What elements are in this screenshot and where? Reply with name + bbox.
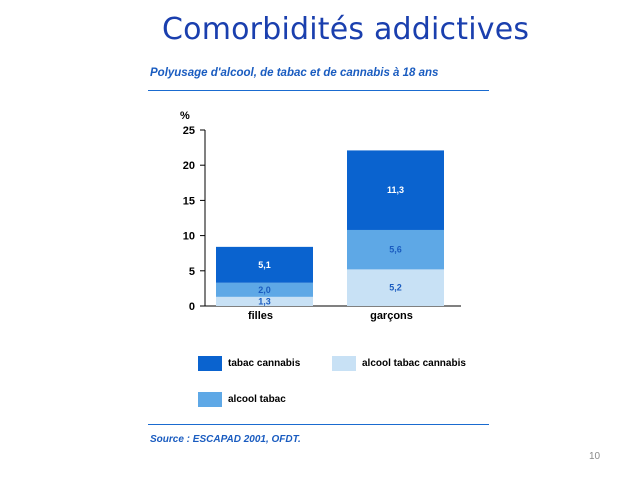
chart-bars xyxy=(216,150,444,306)
bar-segment-tabac-cannabis-0 xyxy=(216,246,313,283)
title-divider xyxy=(148,90,489,91)
legend-swatch-alcool-tabac xyxy=(198,392,222,407)
bar-segment-alcool-tabac-cannabis-0 xyxy=(216,296,313,306)
category-label: filles xyxy=(248,310,273,322)
y-tick-label: 10 xyxy=(183,231,195,243)
slide-title: Comorbidités addictives xyxy=(162,12,530,47)
legend-label: tabac cannabis xyxy=(228,358,301,369)
data-label: 1,3 xyxy=(258,296,271,306)
data-label: 5,2 xyxy=(389,283,402,293)
chart-title: Polyusage d'alcool, de tabac et de canna… xyxy=(150,67,439,79)
data-label: 5,1 xyxy=(258,260,271,270)
data-label: 2,0 xyxy=(258,285,271,295)
bar-segment-alcool-tabac-0 xyxy=(216,282,313,297)
source-divider xyxy=(148,424,489,425)
category-label: garçons xyxy=(370,310,413,322)
y-tick-label: 15 xyxy=(183,195,195,207)
bar-segment-tabac-cannabis-1 xyxy=(347,150,444,230)
bar-segment-alcool-tabac-cannabis-1 xyxy=(347,269,444,306)
legend-label: alcool tabac cannabis xyxy=(362,358,466,369)
legend-swatch-tabac-cannabis xyxy=(198,356,222,371)
legend-label: alcool tabac xyxy=(228,394,286,405)
bar-segment-alcool-tabac-1 xyxy=(347,229,444,270)
y-tick-label: 0 xyxy=(189,301,195,313)
y-tick-label: 5 xyxy=(189,266,195,278)
data-label: 11,3 xyxy=(387,185,404,195)
chart-source: Source : ESCAPAD 2001, OFDT. xyxy=(150,434,301,445)
data-label: 5,6 xyxy=(389,245,402,255)
legend-swatch-alcool-tabac-cannabis xyxy=(332,356,356,371)
y-axis-label: % xyxy=(180,110,190,122)
y-tick-label: 25 xyxy=(183,125,195,137)
page-number: 10 xyxy=(589,451,601,462)
y-tick-label: 20 xyxy=(183,160,195,172)
chart-labels: 1,32,0 5,1 filles 5,2 5,6 11,3 garçons xyxy=(248,185,413,322)
